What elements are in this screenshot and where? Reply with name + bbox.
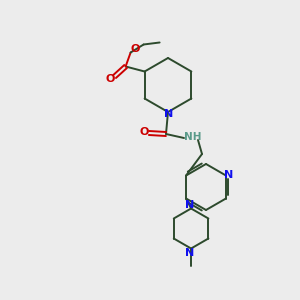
Text: NH: NH [184, 132, 202, 142]
Text: O: O [131, 44, 140, 55]
Text: O: O [106, 74, 115, 85]
Text: N: N [185, 200, 195, 209]
Text: N: N [185, 248, 195, 257]
Text: N: N [224, 169, 233, 179]
Text: N: N [164, 109, 174, 119]
Text: O: O [139, 127, 149, 137]
